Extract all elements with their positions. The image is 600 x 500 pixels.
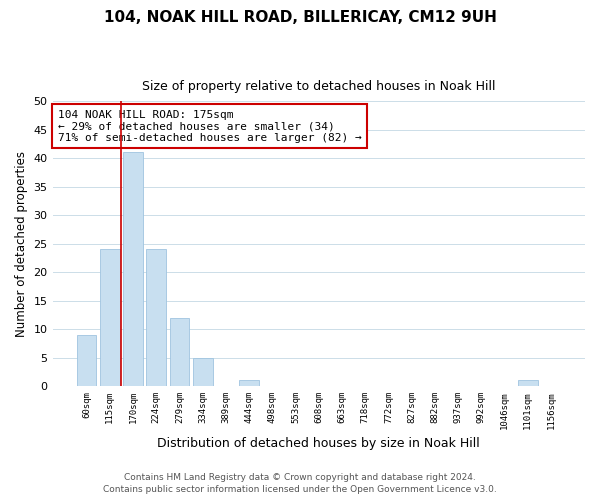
Bar xyxy=(193,358,212,386)
Bar xyxy=(100,250,119,386)
Bar xyxy=(123,152,143,386)
Text: 104, NOAK HILL ROAD, BILLERICAY, CM12 9UH: 104, NOAK HILL ROAD, BILLERICAY, CM12 9U… xyxy=(104,10,496,25)
Title: Size of property relative to detached houses in Noak Hill: Size of property relative to detached ho… xyxy=(142,80,496,93)
Text: Contains HM Land Registry data © Crown copyright and database right 2024.
Contai: Contains HM Land Registry data © Crown c… xyxy=(103,473,497,494)
Bar xyxy=(170,318,190,386)
Bar xyxy=(518,380,538,386)
Y-axis label: Number of detached properties: Number of detached properties xyxy=(15,150,28,336)
Bar xyxy=(239,380,259,386)
X-axis label: Distribution of detached houses by size in Noak Hill: Distribution of detached houses by size … xyxy=(157,437,480,450)
Bar xyxy=(146,250,166,386)
Bar xyxy=(77,335,97,386)
Text: 104 NOAK HILL ROAD: 175sqm
← 29% of detached houses are smaller (34)
71% of semi: 104 NOAK HILL ROAD: 175sqm ← 29% of deta… xyxy=(58,110,362,143)
